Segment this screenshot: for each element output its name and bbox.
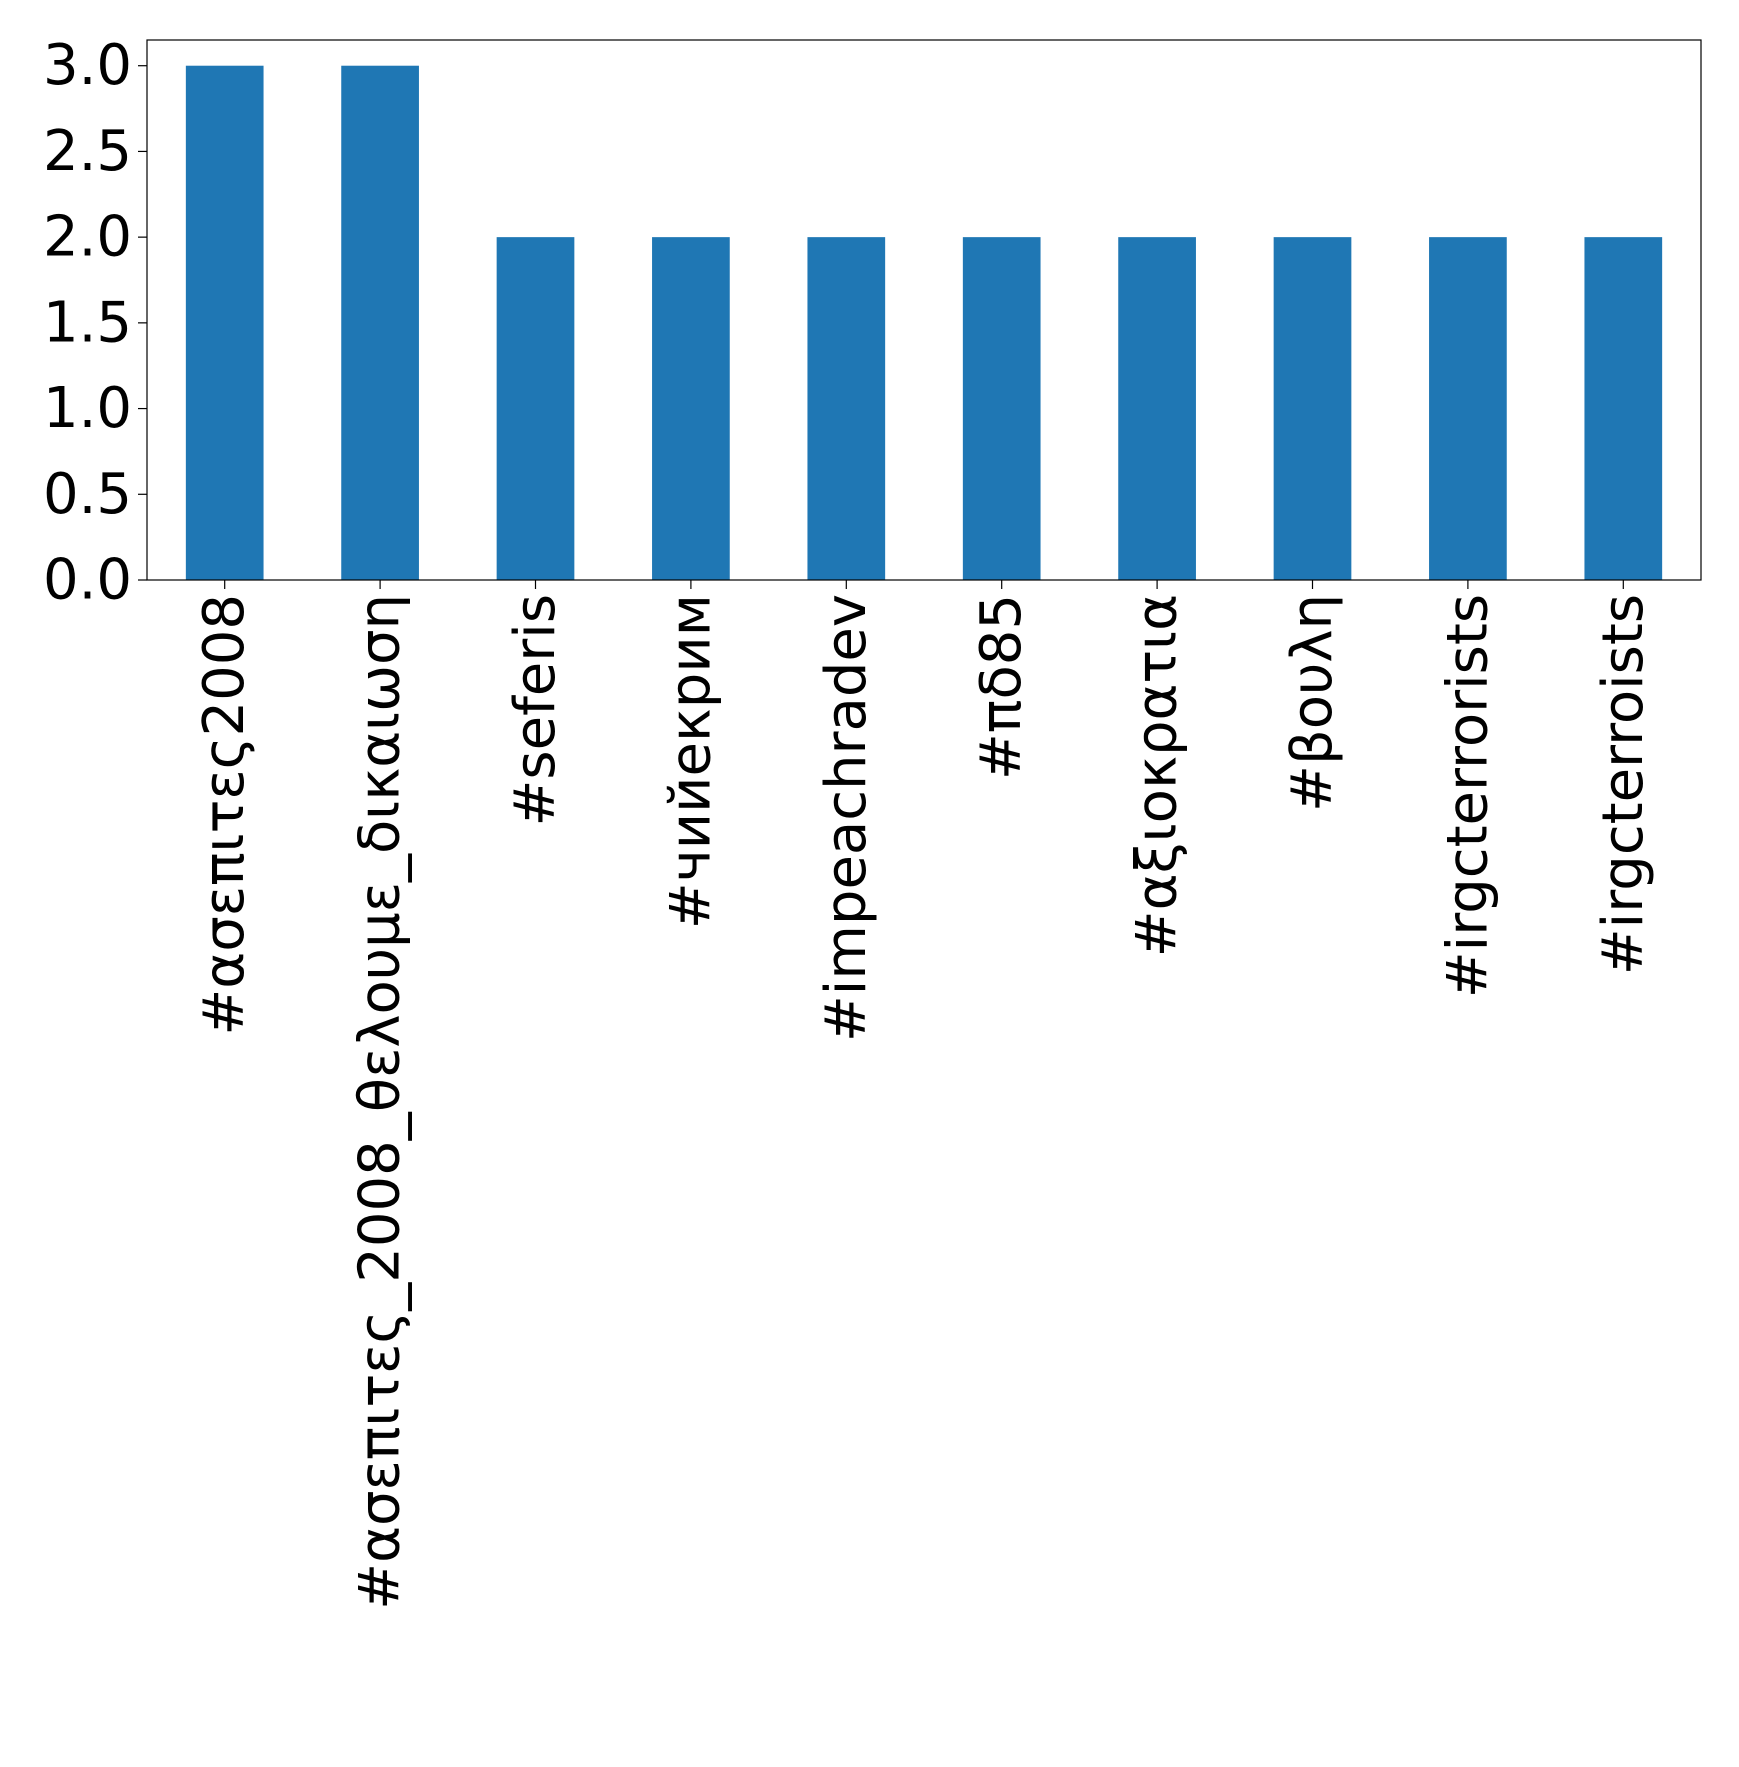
bar-5 (807, 237, 886, 580)
x-tick-label: #impeachradev (814, 594, 879, 1042)
x-tick-label: #чийекрим (658, 594, 723, 929)
x-tick-label: #irgcterroists (1591, 594, 1656, 975)
y-axis: 0.0 0.5 1.0 1.5 2.0 2.5 3.0 (43, 33, 147, 613)
bar-4 (652, 237, 730, 580)
y-tick-label: 3.0 (43, 33, 132, 98)
y-tick-label: 0.0 (43, 548, 132, 613)
bar-2 (341, 65, 419, 580)
bars-layer (185, 65, 1663, 580)
y-tick-label: 1.0 (43, 376, 132, 441)
bar-1 (185, 65, 264, 580)
y-tick-label: 2.0 (43, 205, 132, 270)
x-tick-label: #ασεπιτες2008 (192, 594, 257, 1036)
x-tick-label: #αξιοκρατια (1125, 594, 1190, 957)
x-tick-label: #ασεπιτες_2008_θελουμε_δικαιωση (348, 594, 413, 1610)
y-tick-label: 2.5 (43, 119, 132, 184)
plot-frame (146, 39, 1702, 581)
x-tick-label: #βουλη (1280, 594, 1345, 812)
bar-3 (496, 237, 575, 580)
bar-10 (1584, 237, 1663, 580)
bar-9 (1429, 237, 1507, 580)
axes-layer (146, 39, 1702, 581)
x-tick-label: #πδ85 (969, 594, 1034, 780)
bar-7 (1118, 237, 1196, 580)
y-tick-label: 0.5 (43, 462, 132, 527)
x-axis: #ασεπιτες2008 #ασεπιτες_2008_θελουμε_δικα… (192, 580, 1656, 1610)
x-tick-label: #seferis (503, 594, 568, 826)
x-tick-label: #irgcterrorists (1435, 594, 1500, 998)
bar-6 (962, 237, 1041, 580)
bar-8 (1273, 237, 1352, 580)
y-tick-label: 1.5 (43, 290, 132, 355)
